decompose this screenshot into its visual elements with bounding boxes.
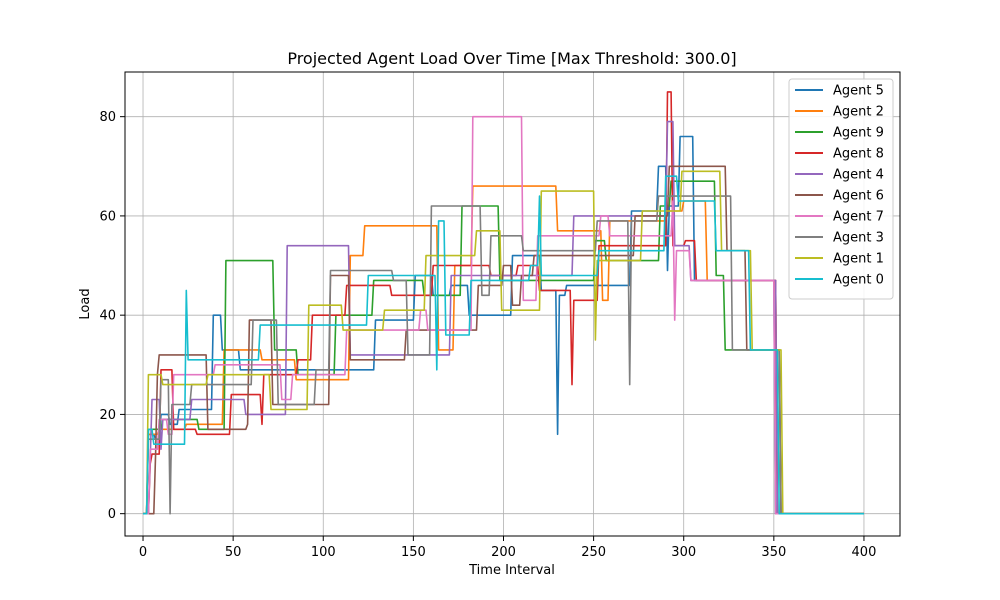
x-axis-ticks: 0 50 100 150 200 250 300 350 400: [139, 536, 876, 560]
legend-box: [788, 78, 894, 300]
x-tick-label: 200: [491, 545, 516, 560]
y-axis-label: Load: [78, 288, 93, 319]
x-tick-label: 0: [139, 545, 147, 560]
x-tick-label: 300: [671, 545, 696, 560]
legend-label: Agent 5: [833, 84, 884, 99]
legend-label: Agent 1: [833, 252, 884, 267]
series-layer: [143, 91, 864, 515]
y-tick-label: 40: [99, 309, 116, 324]
series-line-agent-8: [143, 91, 864, 515]
legend-label: Agent 2: [833, 105, 884, 120]
series-line-agent-1: [143, 170, 864, 515]
legend: Agent 5 Agent 2 Agent 9 Agent 8 Agent 4 Agent…: [788, 78, 894, 300]
x-tick-label: 400: [852, 545, 877, 560]
series-line-agent-9: [143, 180, 864, 515]
plot-area-frame: [124, 71, 901, 537]
y-axis-ticks: 0 20 40 60 80: [99, 110, 125, 522]
legend-label: Agent 4: [833, 168, 884, 183]
legend-label: Agent 0: [833, 273, 884, 288]
legend-label: Agent 9: [833, 126, 884, 141]
y-tick-label: 20: [99, 408, 116, 423]
series-line-agent-7: [143, 115, 864, 515]
x-axis-label: Time Interval: [468, 563, 555, 578]
x-tick-label: 100: [311, 545, 336, 560]
y-tick-label: 80: [99, 110, 116, 125]
y-tick-label: 60: [99, 209, 116, 224]
x-tick-label: 50: [225, 545, 242, 560]
series-line-agent-6: [143, 165, 864, 515]
legend-label: Agent 8: [833, 147, 884, 162]
x-tick-label: 250: [581, 545, 606, 560]
y-tick-label: 0: [108, 507, 116, 522]
series-line-agent-3: [143, 195, 864, 515]
x-tick-label: 350: [761, 545, 786, 560]
legend-label: Agent 3: [833, 231, 884, 246]
x-tick-label: 150: [401, 545, 426, 560]
legend-label: Agent 6: [833, 189, 884, 204]
series-line-agent-0: [143, 175, 864, 515]
legend-label: Agent 7: [833, 210, 884, 225]
chart-title: Projected Agent Load Over Time [Max Thre…: [287, 49, 736, 68]
